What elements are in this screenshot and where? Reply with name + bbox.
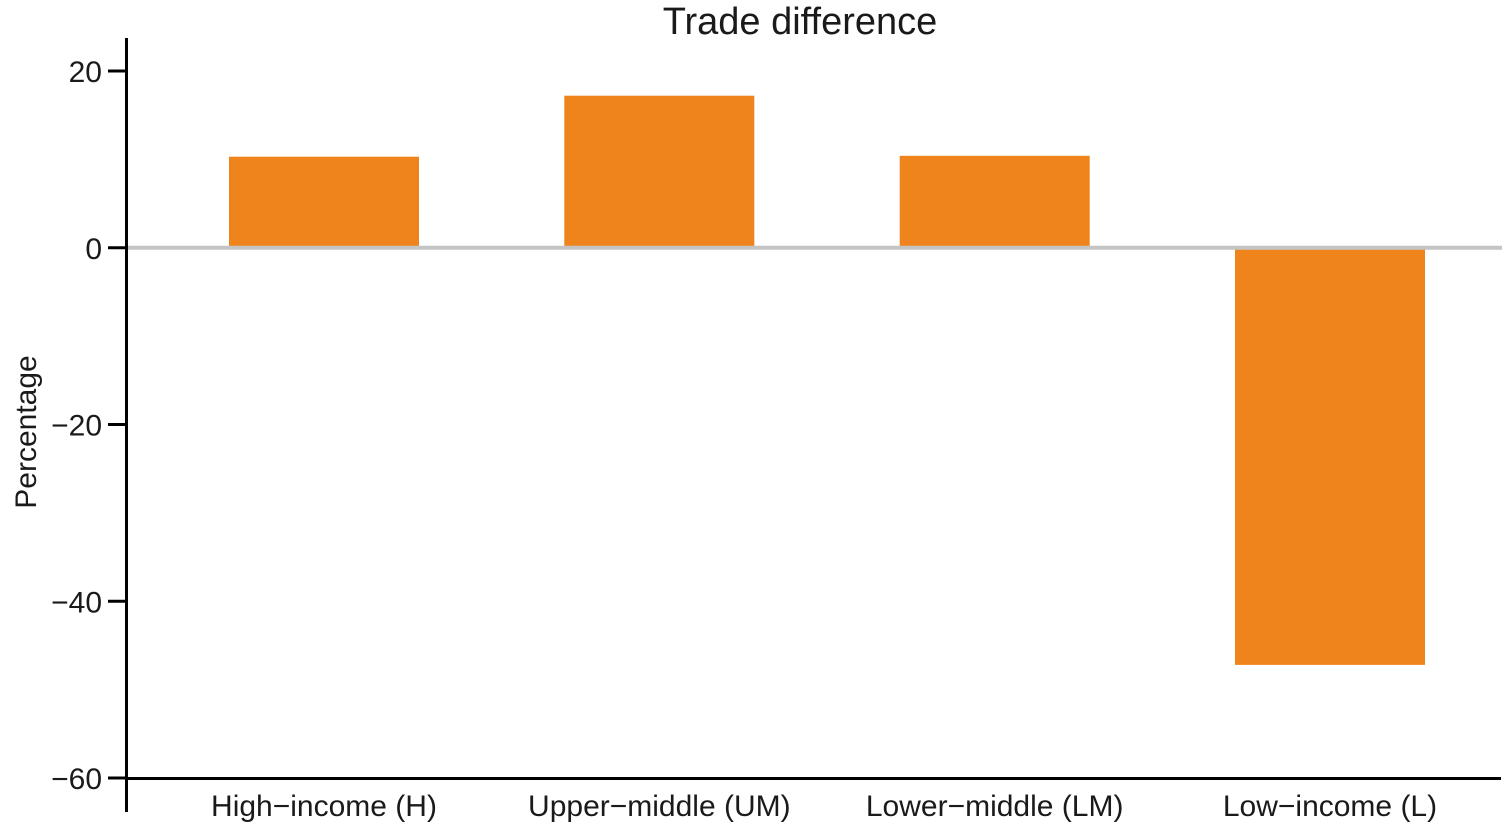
x-axis-labels: High−income (H) Upper−middle (UM) Lower−mi… bbox=[211, 790, 1437, 823]
y-axis-label: Percentage bbox=[10, 355, 43, 508]
y-tick-label-5: −60 bbox=[51, 763, 102, 796]
bar-1 bbox=[229, 156, 419, 248]
x-tick-label-3: Lower−middle (LM) bbox=[866, 790, 1124, 823]
x-tick-label-2: Upper−middle (UM) bbox=[528, 790, 791, 823]
y-tick-label-1: 20 bbox=[69, 56, 102, 89]
y-axis-ticks: 20 0 −20 −40 −60 bbox=[51, 56, 126, 796]
y-tick-label-4: −40 bbox=[51, 586, 102, 619]
bars-group bbox=[229, 95, 1425, 665]
x-tick-label-1: High−income (H) bbox=[211, 790, 437, 823]
chart-title: Trade difference bbox=[663, 1, 938, 43]
y-tick-label-3: −20 bbox=[51, 410, 102, 443]
bar-4 bbox=[1235, 247, 1425, 665]
y-tick-label-2: 0 bbox=[85, 233, 102, 266]
bar-2 bbox=[564, 95, 755, 248]
x-tick-label-4: Low−income (L) bbox=[1223, 790, 1437, 823]
bar-3 bbox=[899, 155, 1090, 248]
